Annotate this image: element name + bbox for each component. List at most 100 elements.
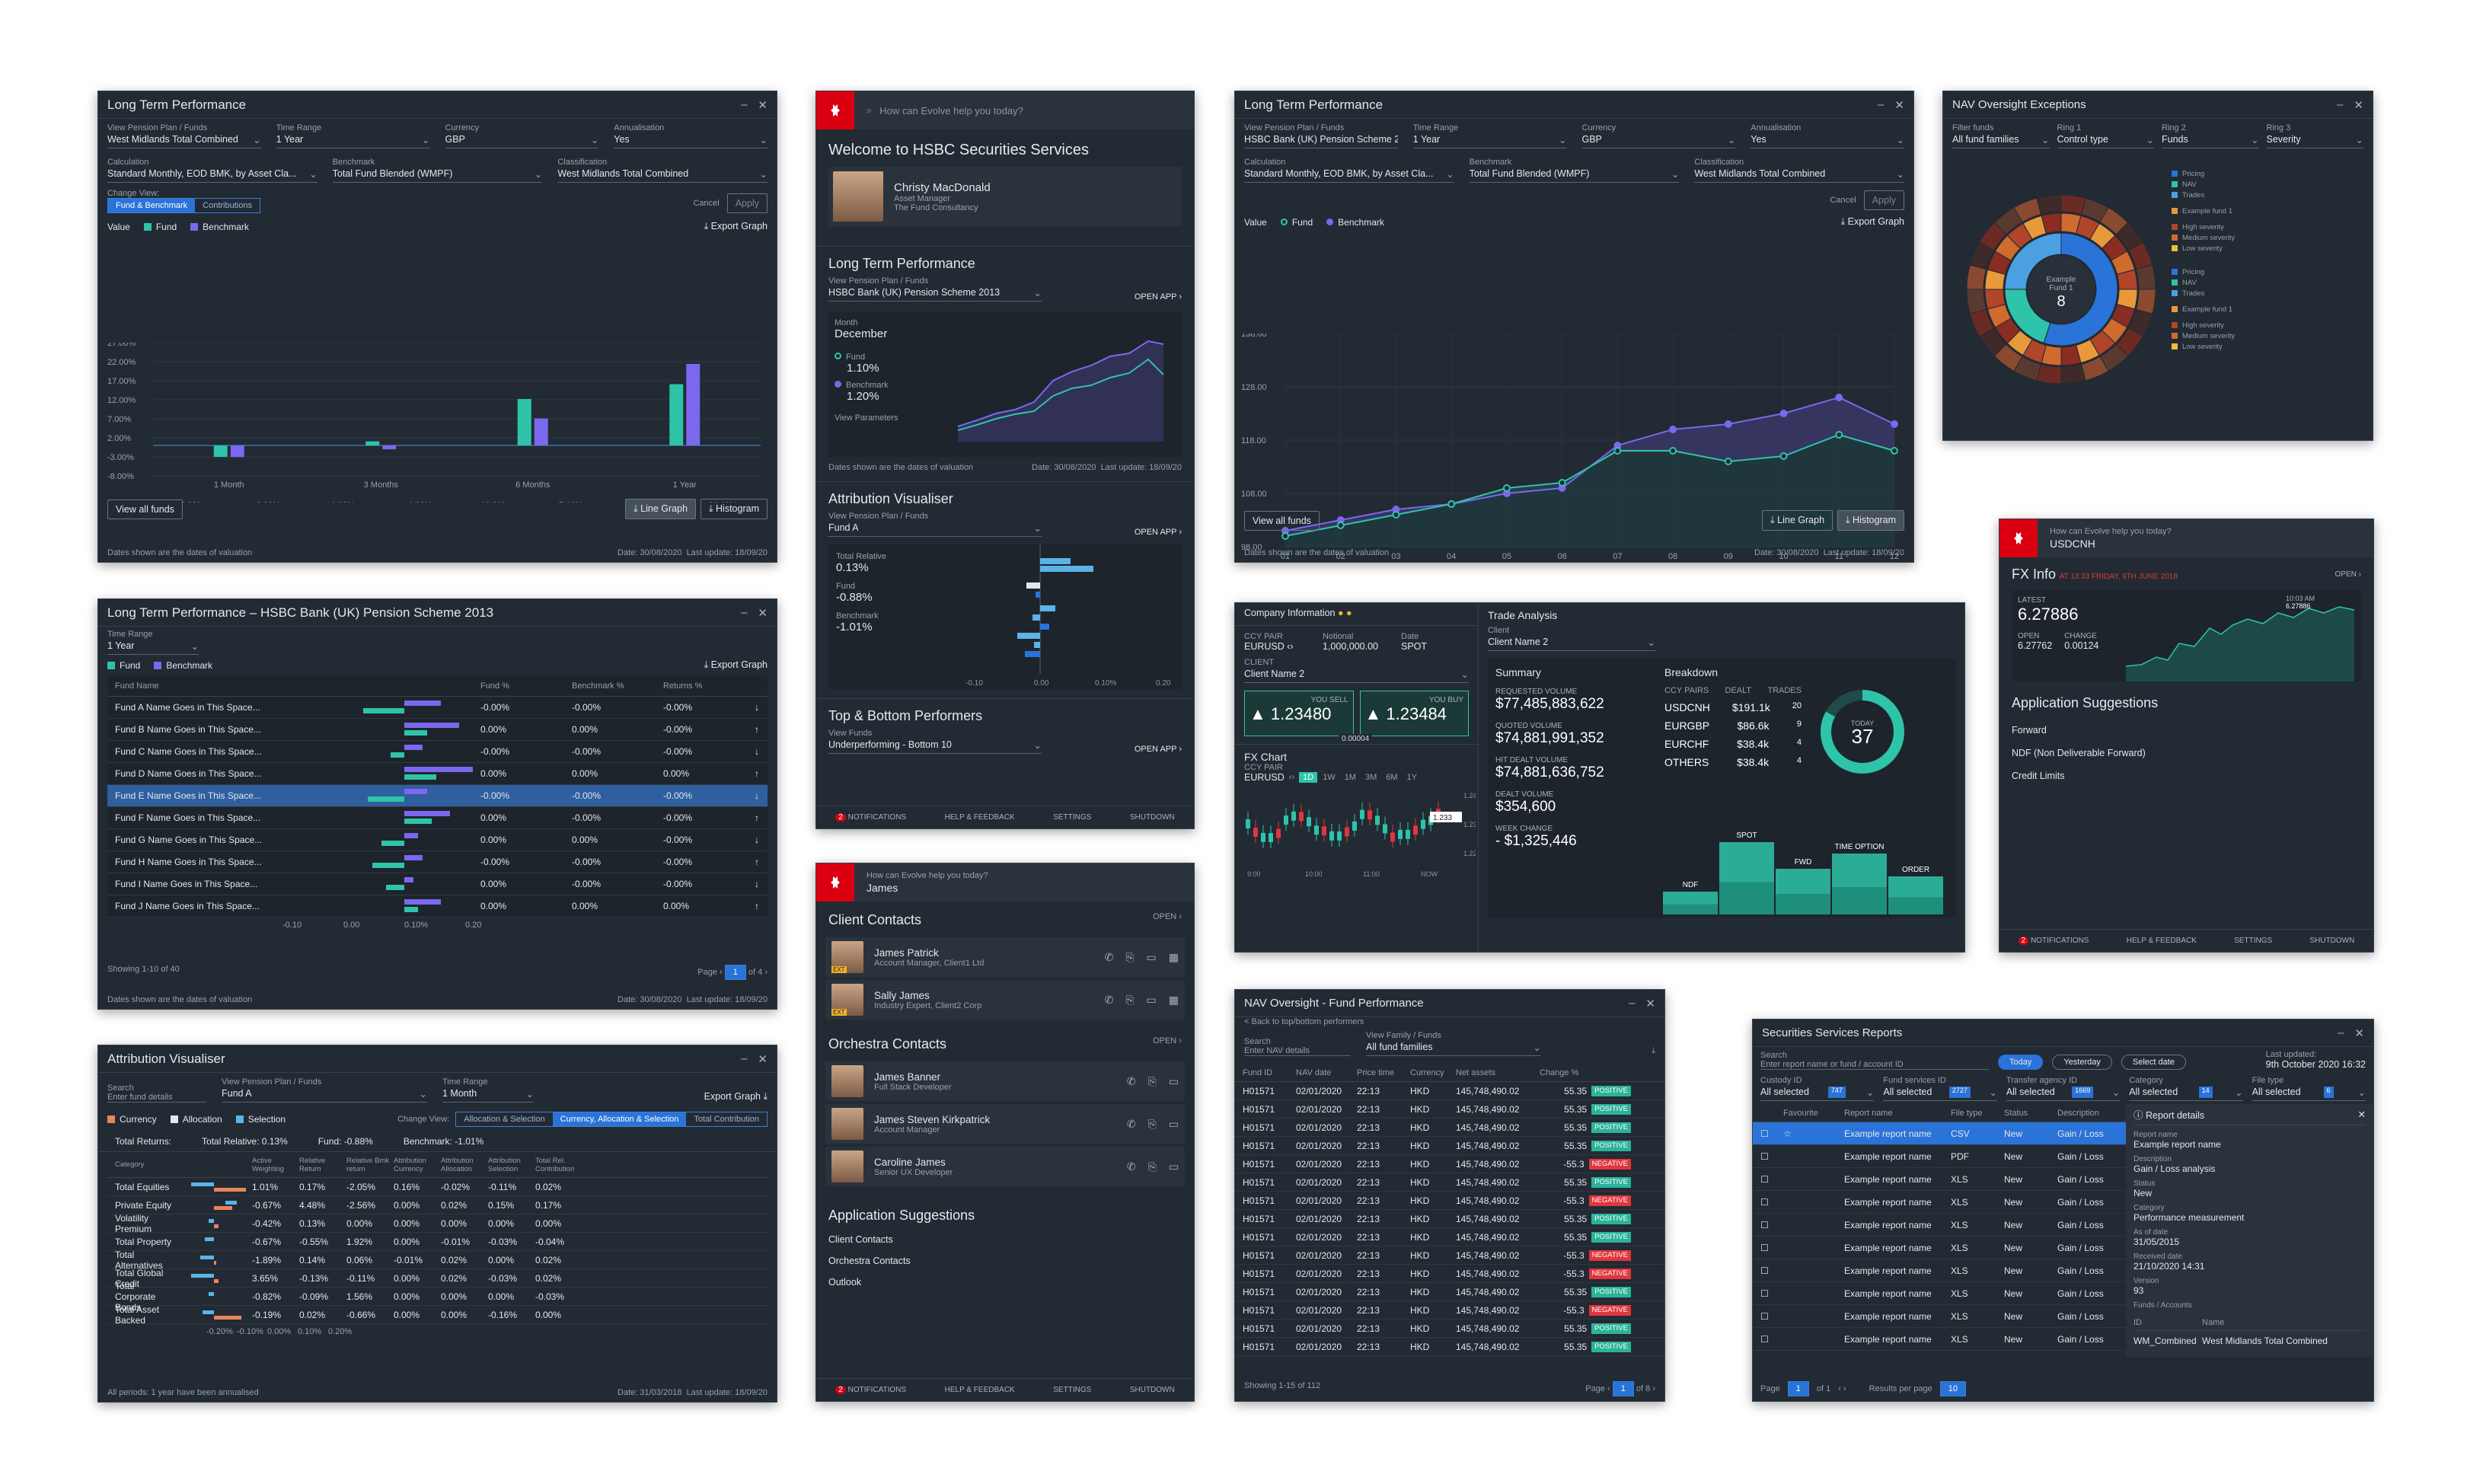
nav-row[interactable]: H01571 02/01/2020 22:13 HKD 145,748,490.02 55…: [1235, 1338, 1664, 1356]
row-checkbox[interactable]: ☐: [1760, 1333, 1769, 1345]
fund-row[interactable]: Fund I Name Goes in This Space... 0.00% -0…: [107, 873, 768, 895]
phone-icon[interactable]: ✆: [1104, 993, 1114, 1006]
filter-select[interactable]: Severity: [2266, 132, 2363, 148]
nav-row[interactable]: H01571 02/01/2020 22:13 HKD 145,748,490.02 -5…: [1235, 1155, 1664, 1173]
category-row[interactable]: Private Equity -0.67% 4.48% -2.56% 0.00% 0.02…: [107, 1196, 768, 1214]
breakdown-row[interactable]: EURGBP $86.6k 9: [1664, 720, 1802, 732]
settings-button[interactable]: SETTINGS: [1053, 1386, 1092, 1394]
help-feedback-button[interactable]: HELP & FEEDBACK: [2126, 937, 2197, 945]
row-checkbox[interactable]: ☐: [1760, 1196, 1769, 1208]
filter-select[interactable]: HSBC Bank (UK) Pension Scheme 2013: [1244, 132, 1398, 148]
view-all-funds-button[interactable]: View all funds: [1244, 510, 1320, 531]
fund-row[interactable]: Fund J Name Goes in This Space... 0.00% 0.…: [107, 895, 768, 918]
fund-row[interactable]: Fund G Name Goes in This Space... 0.00% 0.…: [107, 829, 768, 851]
nav-row[interactable]: H01571 02/01/2020 22:13 HKD 145,748,490.02 55…: [1235, 1137, 1664, 1155]
notifications-button[interactable]: 2 NOTIFICATIONS: [835, 813, 906, 822]
view-parameters-link[interactable]: View Parameters: [835, 413, 898, 423]
chat-icon[interactable]: ▭: [1168, 1160, 1179, 1173]
alloc-sel-toggle[interactable]: Allocation & Selection: [464, 1115, 545, 1124]
chat-icon[interactable]: ▭: [1168, 1074, 1179, 1087]
favourite-star[interactable]: ☆: [1783, 1128, 1792, 1139]
evolve-search-input[interactable]: James: [866, 882, 898, 894]
report-search-input[interactable]: Enter report name or fund / account ID: [1760, 1060, 1989, 1070]
plan-select[interactable]: HSBC Bank (UK) Pension Scheme 2013: [828, 286, 1042, 302]
filter-select[interactable]: GBP: [1581, 132, 1736, 148]
notifications-button[interactable]: 2 NOTIFICATIONS: [835, 1386, 906, 1394]
shutdown-button[interactable]: SHUTDOWN: [1129, 1386, 1175, 1394]
filter-select[interactable]: Total Fund Blended (WMPF): [1469, 167, 1680, 183]
close-icon[interactable]: ✕: [1645, 997, 1655, 1010]
id-filter-select[interactable]: All selected 14: [2129, 1085, 2243, 1101]
contact-row[interactable]: Caroline James Senior UX Developer ✆ ⎘ ▭: [825, 1147, 1185, 1186]
nav-row[interactable]: H01571 02/01/2020 22:13 HKD 145,748,490.02 55…: [1235, 1210, 1664, 1228]
filter-select[interactable]: 1 Year: [1412, 132, 1567, 148]
settings-button[interactable]: SETTINGS: [2234, 937, 2273, 945]
apply-button[interactable]: Apply: [726, 193, 768, 213]
share-icon[interactable]: ⎘: [1125, 993, 1135, 1006]
share-icon[interactable]: ⎘: [1147, 1160, 1157, 1173]
open-client-contacts[interactable]: OPEN ›: [1153, 912, 1182, 921]
cancel-button[interactable]: Cancel: [1830, 196, 1856, 205]
breakdown-row[interactable]: OTHERS $38.4k 4: [1664, 756, 1802, 768]
nav-row[interactable]: H01571 02/01/2020 22:13 HKD 145,748,490.02 55…: [1235, 1320, 1664, 1338]
chat-icon[interactable]: ▭: [1168, 1117, 1179, 1130]
minimize-icon[interactable]: –: [741, 605, 748, 619]
contact-row[interactable]: EXT James Patrick Account Manager, Client1…: [825, 937, 1185, 977]
suggestion-forward[interactable]: Forward: [2012, 725, 2047, 736]
category-row[interactable]: Total Corporate Bonds -0.82% -0.09% 1.56% 0.…: [107, 1281, 768, 1313]
sell-button[interactable]: YOU SELL ▲ 1.23480: [1244, 691, 1354, 736]
close-icon[interactable]: ✕: [2354, 98, 2363, 112]
report-row[interactable]: ☐ Example report name XLS New Gain / Loss: [1753, 1168, 2126, 1191]
download-icon[interactable]: ⤓: [1652, 1046, 1655, 1055]
suggestion-client-contacts[interactable]: Client Contacts: [828, 1234, 893, 1245]
select-date-button[interactable]: Select date: [2121, 1055, 2186, 1070]
report-row[interactable]: ☐ Example report name XLS New Gain / Loss: [1753, 1305, 2126, 1328]
suggestion-ndf[interactable]: NDF (Non Deliverable Forward): [2012, 748, 2146, 758]
calendar-icon[interactable]: ▦: [1168, 993, 1179, 1006]
fund-row[interactable]: Fund B Name Goes in This Space... 0.00% 0.…: [107, 719, 768, 741]
id-filter-select[interactable]: All selected 747: [1760, 1085, 1875, 1101]
total-contrib-toggle[interactable]: Total Contribution: [694, 1115, 759, 1124]
report-row[interactable]: ☐ ☆ Example report name CSV New Gain / Loss: [1753, 1122, 2126, 1145]
page-select[interactable]: 1: [725, 965, 745, 979]
timeframe-6M[interactable]: 6M: [1386, 773, 1398, 782]
back-link[interactable]: < Back to top/bottom performers: [1244, 1017, 1364, 1026]
phone-icon[interactable]: ✆: [1126, 1117, 1136, 1130]
help-feedback-button[interactable]: HELP & FEEDBACK: [944, 813, 1015, 822]
today-button[interactable]: Today: [1998, 1055, 2044, 1070]
cancel-button[interactable]: Cancel: [693, 199, 720, 208]
yesterday-button[interactable]: Yesterday: [2052, 1055, 2112, 1070]
help-feedback-button[interactable]: HELP & FEEDBACK: [944, 1386, 1015, 1394]
phone-icon[interactable]: ✆: [1104, 950, 1114, 963]
ccy-pair-input[interactable]: EURUSD ‹›: [1244, 641, 1294, 652]
nav-row[interactable]: H01571 02/01/2020 22:13 HKD 145,748,490.02 55…: [1235, 1119, 1664, 1137]
row-checkbox[interactable]: ☐: [1760, 1219, 1769, 1230]
filter-select[interactable]: Yes: [614, 132, 768, 148]
filter-select[interactable]: Yes: [1751, 132, 1904, 148]
suggestion-credit-limits[interactable]: Credit Limits: [2012, 771, 2065, 781]
close-icon[interactable]: ✕: [1894, 98, 1904, 112]
export-graph-button[interactable]: ⤓ Export Graph: [704, 659, 768, 670]
fund-row[interactable]: Fund D Name Goes in This Space... 0.00% 0.…: [107, 763, 768, 785]
line-graph-button[interactable]: ⤓ Line Graph: [625, 499, 697, 519]
nav-row[interactable]: H01571 02/01/2020 22:13 HKD 145,748,490.02 -5…: [1235, 1301, 1664, 1320]
histogram-button[interactable]: ⤓ Histogram: [1837, 510, 1904, 531]
shutdown-button[interactable]: SHUTDOWN: [2309, 937, 2355, 945]
client-select[interactable]: Client Name 2: [1244, 667, 1469, 683]
report-row[interactable]: ☐ Example report name XLS New Gain / Loss: [1753, 1237, 2126, 1259]
suggestion-outlook[interactable]: Outlook: [828, 1277, 862, 1288]
id-filter-select[interactable]: All selected 2727: [1883, 1085, 1997, 1101]
col-fund-pct[interactable]: Fund %: [480, 681, 509, 691]
report-row[interactable]: ☐ Example report name XLS New Gain / Loss: [1753, 1214, 2126, 1237]
open-app-link[interactable]: OPEN APP ›: [1134, 292, 1182, 302]
report-row[interactable]: ☐ Example report name XLS New Gain / Loss: [1753, 1328, 2126, 1351]
view-all-funds-button[interactable]: View all funds: [107, 499, 183, 519]
nav-row[interactable]: H01571 02/01/2020 22:13 HKD 145,748,490.02 55…: [1235, 1100, 1664, 1119]
evolve-search-input[interactable]: USDCNH: [2050, 538, 2095, 550]
shutdown-button[interactable]: SHUTDOWN: [1129, 813, 1175, 822]
settings-button[interactable]: SETTINGS: [1053, 813, 1092, 822]
fund-row[interactable]: Fund C Name Goes in This Space... -0.00% -…: [107, 741, 768, 763]
results-per-page-select[interactable]: 10: [1940, 1382, 1965, 1396]
filter-select[interactable]: West Midlands Total Combined: [557, 167, 768, 183]
col-bench-pct[interactable]: Benchmark %: [572, 681, 624, 691]
